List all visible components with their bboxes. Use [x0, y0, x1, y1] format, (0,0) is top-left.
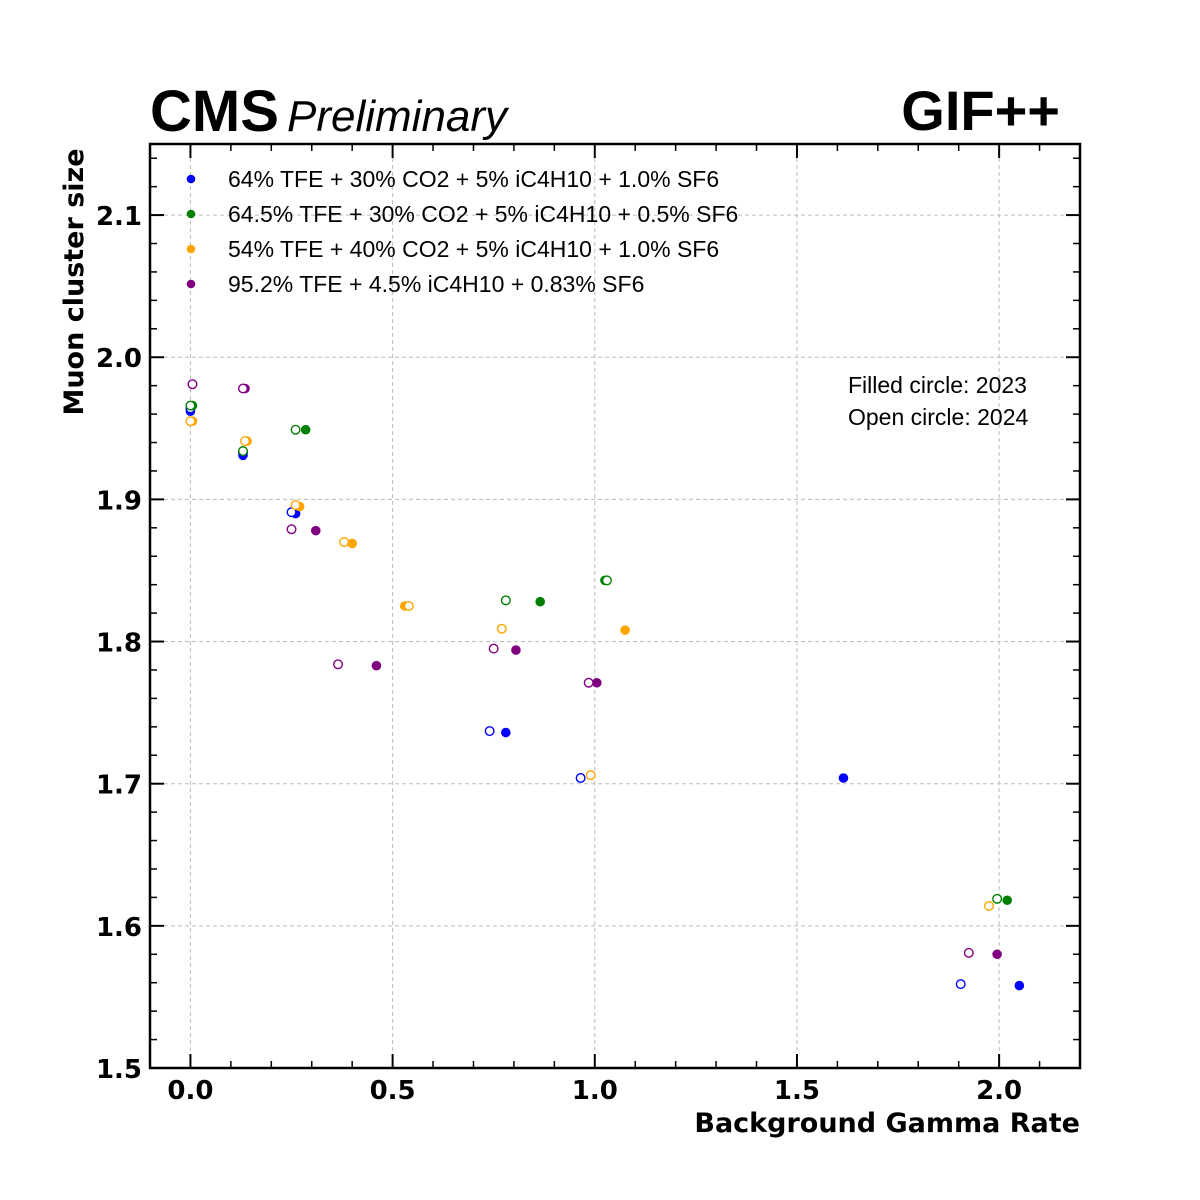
data-point-series-3-open [496, 623, 507, 634]
x-tick-label: 2.0 [976, 1076, 1022, 1106]
data-point-series-3-filled [620, 625, 630, 635]
data-point-series-4-filled [310, 525, 321, 536]
data-point-series-1-open [955, 979, 966, 990]
data-points [185, 379, 1025, 991]
data-point-series-3-open [403, 601, 414, 612]
data-point-series-4-open [286, 524, 297, 535]
legend-label-series-2: 64.5% TFE + 30% CO2 + 5% iC4H10 + 0.5% S… [228, 201, 738, 227]
data-point-series-4-open [187, 379, 198, 390]
data-point-series-1-filled [838, 773, 849, 783]
data-point-series-4-filled [511, 645, 521, 655]
data-point-series-3-open [984, 900, 995, 911]
x-tick-label: 0.5 [370, 1076, 416, 1106]
data-point-series-2-open [185, 400, 196, 411]
x-tick-label: 0.0 [167, 1076, 213, 1106]
data-point-series-1-open [484, 726, 495, 737]
y-tick-label: 1.7 [96, 771, 142, 801]
data-point-series-2-open [290, 424, 301, 435]
note-filled-2023: Filled circle: 2023 [848, 372, 1027, 398]
legend-label-series-4: 95.2% TFE + 4.5% iC4H10 + 0.83% SF6 [228, 271, 644, 297]
data-point-series-3-open [185, 416, 196, 427]
status-label: Preliminary [287, 92, 510, 141]
legend-label-series-3: 54% TFE + 40% CO2 + 5% iC4H10 + 1.0% SF6 [228, 236, 719, 262]
experiment-label: CMS [150, 79, 279, 144]
legend-marker-series-4 [186, 279, 196, 289]
data-point-series-4-filled [371, 660, 382, 671]
y-tick-label: 1.8 [96, 629, 142, 659]
y-axis-label: Muon cluster size [59, 148, 90, 415]
data-point-series-2-open [500, 595, 511, 606]
x-tick-label: 1.0 [572, 1076, 618, 1106]
data-point-series-4-open [333, 659, 344, 670]
legend-label-series-1: 64% TFE + 30% CO2 + 5% iC4H10 + 1.0% SF6 [228, 166, 719, 192]
data-point-series-4-open [237, 383, 248, 394]
legend-marker-series-3 [186, 244, 196, 254]
plot-frame [148, 142, 1082, 1070]
data-point-series-2-filled [300, 424, 311, 435]
axis-ticks: 0.0 0.5 1.0 1.5 2.0 1.5 1.6 1.7 1.8 1.9 2.0 2.1 [96, 144, 1080, 1106]
data-point-series-2-filled [1002, 895, 1013, 906]
data-point-series-4-filled [992, 949, 1002, 960]
data-point-series-2-filled [535, 596, 545, 607]
data-point-series-3-open [585, 770, 596, 781]
data-point-series-4-filled [592, 677, 602, 688]
legend-marker-series-1 [186, 174, 196, 184]
note-open-2024: Open circle: 2024 [848, 404, 1028, 430]
y-tick-label: 1.5 [96, 1055, 142, 1085]
data-point-series-3-open [290, 500, 301, 511]
data-point-series-2-open [601, 575, 612, 586]
y-tick-label: 1.6 [96, 913, 142, 943]
legend: 64% TFE + 30% CO2 + 5% iC4H10 + 1.0% SF6… [186, 166, 738, 297]
data-point-series-2-open [992, 893, 1003, 904]
x-tick-label: 1.5 [774, 1076, 820, 1106]
data-point-series-4-open [963, 947, 974, 958]
y-tick-label: 2.1 [96, 202, 142, 232]
data-point-series-2-open [237, 446, 248, 457]
data-point-series-3-filled [347, 538, 357, 549]
x-axis-label: Background Gamma Rate [694, 1108, 1080, 1139]
data-point-series-4-open [488, 643, 499, 654]
legend-marker-series-2 [186, 209, 196, 219]
y-tick-label: 1.9 [96, 486, 142, 516]
data-point-series-1-filled [501, 727, 511, 738]
y-tick-label: 2.0 [96, 344, 142, 374]
data-point-series-4-open [583, 677, 594, 688]
facility-label: GIF++ [901, 79, 1060, 142]
data-point-series-3-open [339, 537, 350, 548]
data-point-series-1-open [575, 773, 586, 784]
data-point-series-3-open [240, 436, 251, 447]
data-point-series-1-filled [1014, 980, 1025, 991]
